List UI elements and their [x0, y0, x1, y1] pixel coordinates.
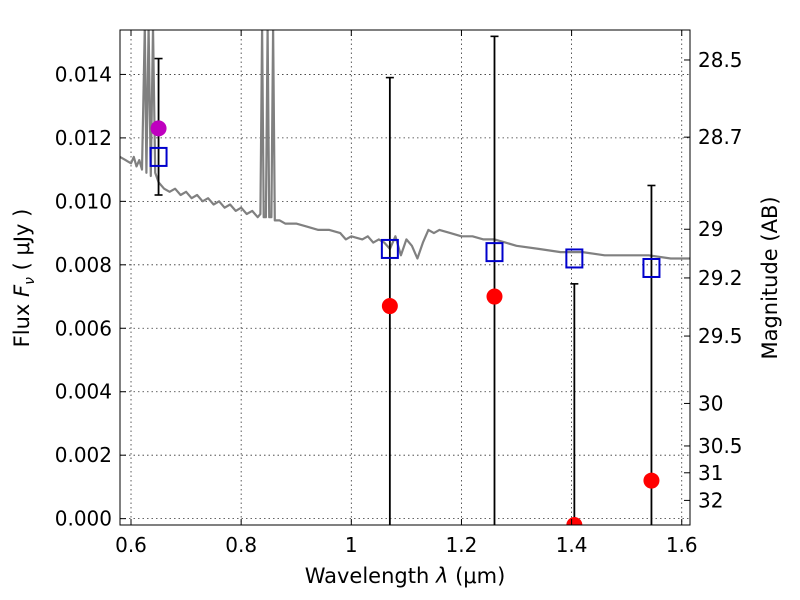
y2-tick-label: 28.7: [698, 125, 743, 149]
y2-tick-label: 32: [698, 488, 723, 512]
observed-flux-point: [643, 472, 660, 489]
observed-flux-point: [566, 517, 583, 525]
observed-flux-point: [150, 120, 167, 137]
x-tick-label: 0.8: [225, 533, 257, 557]
y-tick-label: 0.014: [55, 62, 112, 86]
y-tick-label: 0.000: [55, 507, 112, 531]
model-spectrum-line: [120, 30, 690, 260]
x-tick-label: 1.6: [666, 533, 698, 557]
y2-tick-label: 30.5: [698, 434, 743, 458]
x-tick-label: 0.6: [115, 533, 147, 557]
y-tick-label: 0.010: [55, 189, 112, 213]
x-axis-label: Wavelength λ (μm): [305, 564, 506, 588]
y-tick-label: 0.004: [55, 380, 112, 404]
y-tick-label: 0.002: [55, 443, 112, 467]
observed-flux-point: [381, 298, 398, 315]
model-band-square-point: [565, 248, 584, 269]
y2-tick-label: 29.2: [698, 266, 743, 290]
model-band-square-point: [642, 257, 661, 278]
model-band-square-point: [380, 238, 399, 259]
y2-tick-label: 28.5: [698, 48, 743, 72]
x-tick-label: 1.4: [556, 533, 588, 557]
y2-tick-label: 30: [698, 391, 723, 415]
y-tick-label: 0.012: [55, 126, 112, 150]
plot-area: [120, 30, 690, 525]
observed-flux-point: [486, 288, 503, 305]
y2-axis-label: Magnitude (AB): [758, 196, 782, 359]
y2-tick-label: 29.5: [698, 324, 743, 348]
x-tick-label: 1.2: [446, 533, 478, 557]
plot-frame: [119, 29, 691, 526]
x-tick-label: 1: [345, 533, 358, 557]
axis-ticks: 0.6 0.8 1 1.2 1.4 1.6 0.000 0.002 0.004 0.006 0.00…: [55, 30, 743, 557]
y2-tick-label: 29: [698, 217, 723, 241]
y-tick-label: 0.008: [55, 253, 112, 277]
grid-lines: [120, 30, 690, 525]
model-band-square-point: [149, 146, 168, 167]
y-axis-label: Flux Fν ( μJy ): [10, 209, 38, 348]
y2-tick-label: 31: [698, 461, 723, 485]
model-band-square-point: [485, 242, 504, 263]
y-tick-label: 0.006: [55, 316, 112, 340]
